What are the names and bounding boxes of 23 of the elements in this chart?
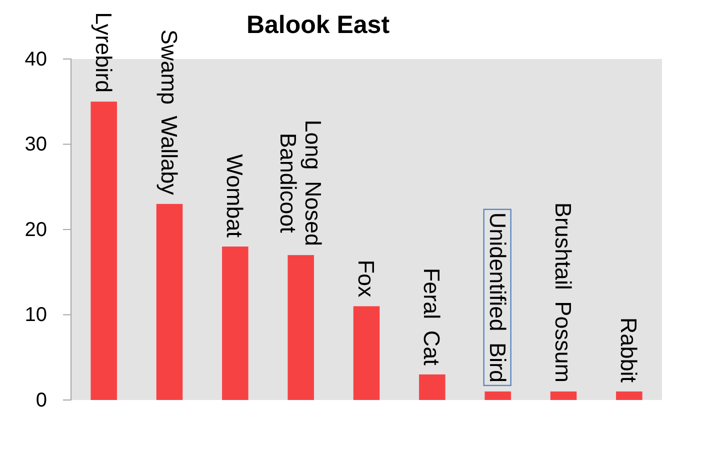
x-tick-label: Swamp Wallaby — [156, 29, 182, 196]
x-tick-label: Brushtail Possum — [550, 202, 576, 382]
bar — [90, 102, 117, 400]
bar — [419, 374, 446, 400]
x-tick-label: Feral Cat — [419, 268, 444, 366]
x-tick-label: Wombat — [222, 154, 248, 238]
bar — [156, 204, 183, 400]
y-tick-label: 30 — [24, 134, 47, 156]
y-tick-label: 10 — [24, 304, 47, 326]
bar — [353, 306, 380, 400]
x-tick-label: Rabbit — [616, 317, 642, 384]
chart-title: Balook East — [246, 11, 390, 39]
bar — [288, 255, 314, 400]
bar — [616, 391, 642, 400]
y-tick-label: 0 — [36, 389, 47, 412]
y-tick-label: 20 — [24, 218, 47, 241]
x-tick-label: Lyrebird — [90, 12, 116, 93]
y-tick-label: 40 — [24, 48, 47, 70]
bar — [484, 391, 511, 400]
bar — [550, 391, 577, 400]
x-tick-label: Long Nosed Bandicoot — [275, 120, 326, 246]
bar — [222, 246, 248, 400]
x-tick-label: Fox — [354, 260, 378, 298]
